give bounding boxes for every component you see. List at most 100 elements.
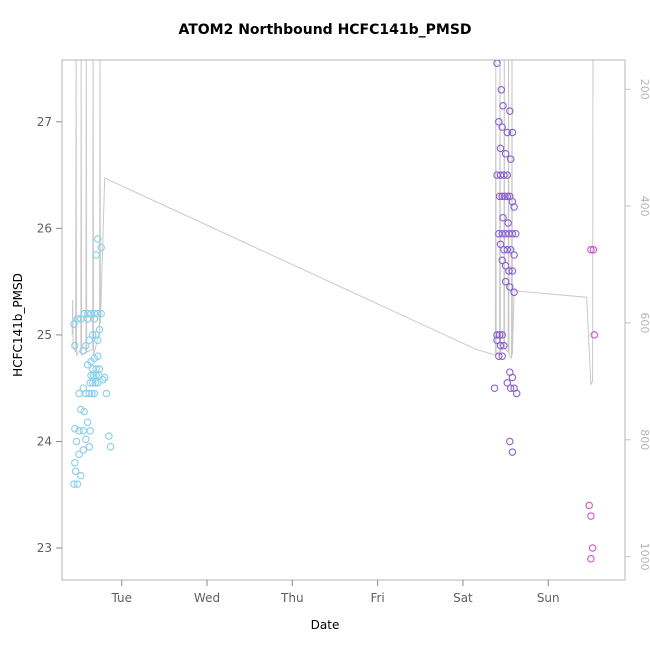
data-point <box>508 267 517 275</box>
data-point <box>495 352 503 360</box>
data-point <box>508 128 517 137</box>
data-point <box>512 389 521 398</box>
altitude-trace <box>71 60 594 387</box>
data-point <box>506 155 515 163</box>
data-point <box>94 309 102 318</box>
data-point <box>510 251 518 259</box>
data-point <box>77 471 85 480</box>
data-point <box>495 118 503 126</box>
data-point <box>506 283 514 291</box>
data-point <box>503 245 512 254</box>
data-point <box>80 407 88 416</box>
data-point <box>94 336 102 344</box>
data-point <box>501 261 510 270</box>
data-point <box>501 150 510 158</box>
data-point <box>498 256 506 265</box>
data-point <box>75 427 83 435</box>
data-point <box>105 432 113 440</box>
series-saturday-leg-purple <box>490 60 521 456</box>
data-point <box>589 245 598 254</box>
data-point <box>510 203 518 211</box>
data-point <box>500 341 508 350</box>
data-point <box>85 336 94 344</box>
data-point <box>506 437 514 446</box>
data-point <box>505 267 513 275</box>
data-point <box>587 245 595 254</box>
data-point <box>496 341 505 350</box>
data-point <box>90 315 99 323</box>
data-point <box>588 544 597 552</box>
data-point <box>508 229 517 238</box>
data-point <box>70 320 78 329</box>
data-point <box>493 331 501 339</box>
data-point <box>95 325 104 334</box>
data-point <box>503 379 512 387</box>
x-axis-label: Date <box>310 618 340 632</box>
data-point <box>506 384 515 392</box>
data-point <box>79 427 88 435</box>
x-tick-label: Tue <box>110 591 132 605</box>
y-left-tick-label: 25 <box>37 328 52 342</box>
y-left-tick-label: 23 <box>37 541 52 555</box>
data-point <box>75 450 83 459</box>
chart-title: ATOM2 Northbound HCFC141b_PMSD <box>178 22 472 38</box>
plot-border <box>61 59 626 581</box>
data-point <box>83 418 92 427</box>
data-point <box>498 352 506 360</box>
x-tick-label: Sat <box>453 591 473 605</box>
x-tick-label: Sun <box>537 591 560 605</box>
data-point <box>95 365 104 373</box>
data-point <box>496 144 505 153</box>
data-point <box>85 443 94 451</box>
data-point <box>498 123 506 131</box>
x-tick-label: Fri <box>370 591 384 605</box>
series-sunday-leg-magenta <box>585 245 599 563</box>
data-point <box>73 480 82 488</box>
data-point <box>86 379 94 387</box>
data-point <box>72 437 81 446</box>
y-left-tick-label: 27 <box>37 115 52 129</box>
data-point <box>587 512 595 520</box>
x-tick-label: Wed <box>194 591 220 605</box>
data-point <box>503 192 512 201</box>
y-right-tick-label: 600 <box>638 312 650 333</box>
data-point <box>71 467 80 476</box>
data-point <box>498 192 506 201</box>
data-point <box>499 102 507 110</box>
data-point <box>92 365 100 373</box>
y-right-tick-label: 1000 <box>638 543 650 571</box>
data-point <box>504 219 512 227</box>
data-point <box>500 171 508 179</box>
data-point <box>94 235 102 243</box>
y-left-tick-label: 26 <box>37 221 52 235</box>
data-point <box>503 128 512 137</box>
data-point <box>506 107 514 115</box>
data-point <box>71 459 79 467</box>
data-point <box>71 341 79 350</box>
y-right-tick-label: 200 <box>638 79 650 100</box>
data-point <box>102 389 111 398</box>
data-point <box>71 424 79 433</box>
data-point <box>493 60 501 67</box>
data-point <box>106 443 115 451</box>
data-point <box>512 229 520 238</box>
data-point <box>508 373 517 382</box>
data-point <box>85 389 94 398</box>
data-point <box>86 427 94 435</box>
data-point <box>99 375 107 384</box>
data-point <box>503 171 512 179</box>
data-point <box>88 379 97 387</box>
data-point <box>90 389 99 398</box>
y-right-tick-label: 800 <box>638 429 650 450</box>
data-point <box>82 341 90 350</box>
data-point <box>97 243 105 252</box>
data-point <box>506 245 515 254</box>
data-point <box>493 336 501 344</box>
data-point <box>501 277 510 286</box>
data-point <box>500 192 509 201</box>
data-point <box>587 554 595 563</box>
data-point <box>70 480 78 488</box>
data-point <box>88 389 96 398</box>
data-point <box>88 331 97 339</box>
